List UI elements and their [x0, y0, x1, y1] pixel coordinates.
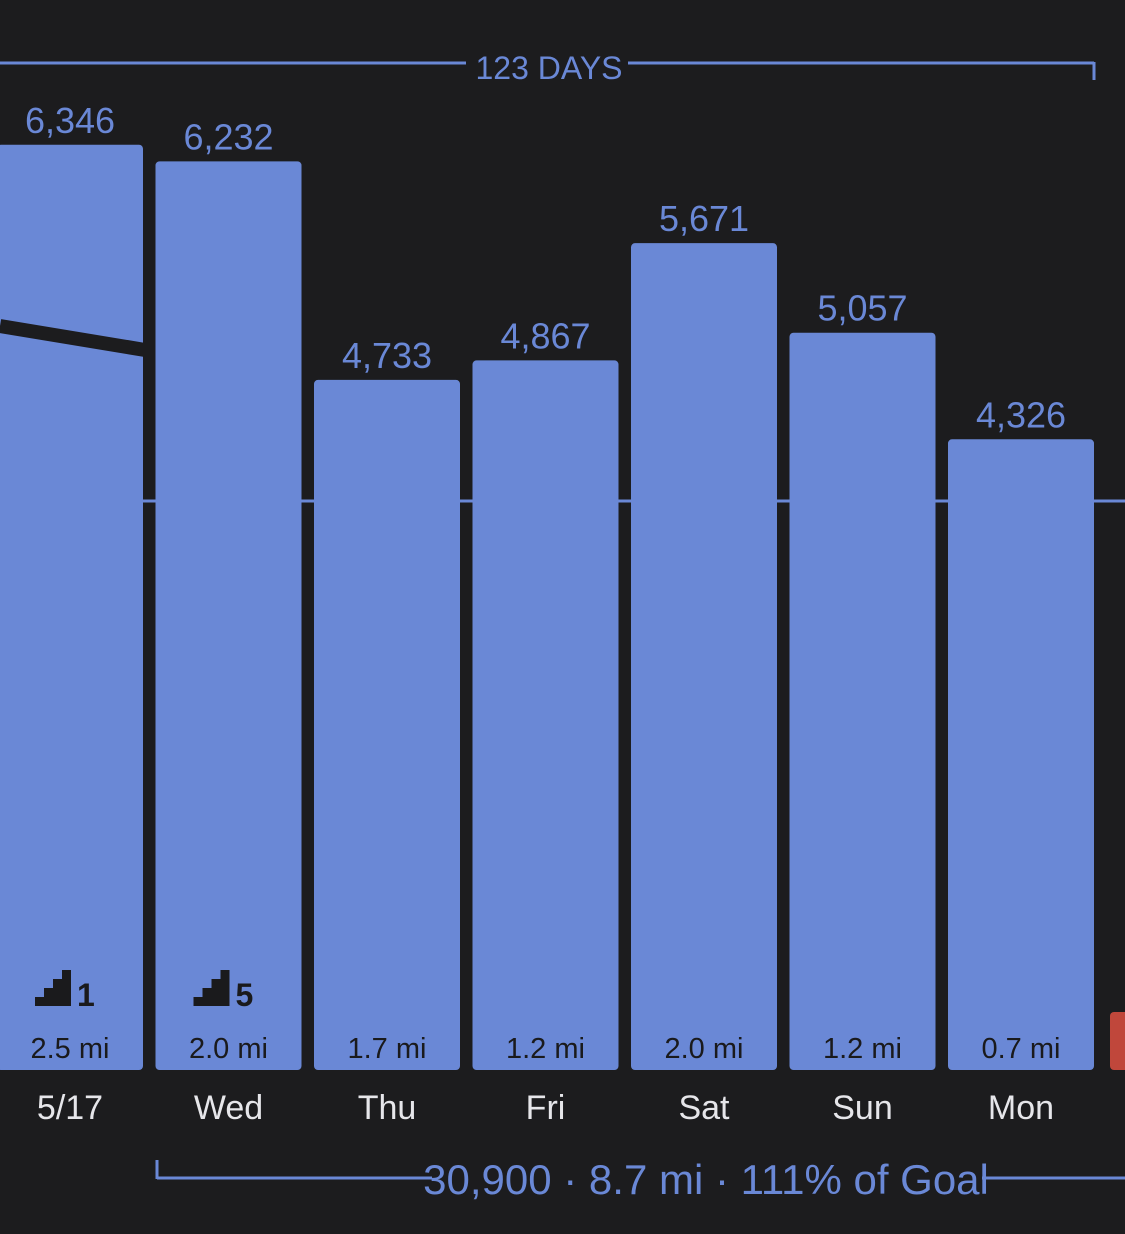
day-label: Sun: [832, 1089, 893, 1127]
day-label: Thu: [358, 1089, 417, 1127]
day-labels: 5/17 Wed Thu Fri Sat Sun Mon: [37, 1089, 1054, 1127]
bar-distance-label: 2.0 mi: [189, 1033, 268, 1065]
floors-count: 1: [77, 977, 95, 1013]
partial-next-bar: [1110, 1012, 1125, 1070]
top-bracket: 123 DAYS: [0, 50, 1096, 86]
trend-line: [0, 319, 147, 357]
bar-distance-label: 0.7 mi: [982, 1033, 1061, 1065]
bar-distance-label: 1.2 mi: [506, 1033, 585, 1065]
floors-count: 5: [236, 977, 254, 1013]
bottom-summary-label: 30,900 · 8.7 mi · 111% of Goal: [423, 1156, 989, 1203]
bottom-summary-bracket: 30,900 · 8.7 mi · 111% of Goal: [155, 1156, 1125, 1203]
bar-distance-label: 2.5 mi: [31, 1033, 110, 1065]
bar-group-wed[interactable]: 6,232 2.0 mi 5: [155, 116, 302, 1071]
bar-group-sat[interactable]: 5,671 2.0 mi: [631, 198, 777, 1070]
floors-indicator: 1: [35, 970, 95, 1013]
bar-value-label: 6,232: [183, 116, 273, 157]
day-label: Mon: [988, 1089, 1054, 1127]
bar[interactable]: [948, 439, 1094, 1071]
bar[interactable]: [155, 161, 302, 1071]
bar-value-label: 5,671: [659, 198, 749, 239]
bar[interactable]: [472, 360, 619, 1071]
bar-group-fri[interactable]: 4,867 1.2 mi: [472, 315, 619, 1071]
bar-group-sun[interactable]: 5,057 1.2 mi: [789, 288, 936, 1070]
bar-value-label: 4,867: [500, 315, 590, 356]
bar-value-label: 4,733: [342, 335, 432, 376]
bar-value-label: 6,346: [25, 100, 115, 141]
stairs-icon: [193, 970, 230, 1006]
bar-group-5-17[interactable]: 6,346 2.5 mi 1: [0, 100, 143, 1070]
bar-value-label: 5,057: [817, 288, 907, 329]
bars-layer: 6,346 2.5 mi 1 6,232 2.0 mi 5 4,733 1.7 mi 4,867…: [0, 100, 1094, 1071]
bar[interactable]: [789, 332, 936, 1070]
bar[interactable]: [631, 243, 777, 1070]
bar[interactable]: [0, 144, 143, 1070]
floors-indicator: 5: [193, 970, 254, 1013]
bar-distance-label: 2.0 mi: [665, 1033, 744, 1065]
day-label: Wed: [194, 1089, 263, 1127]
bar-value-label: 4,326: [976, 394, 1066, 435]
stairs-icon: [35, 970, 71, 1006]
top-bracket-label: 123 DAYS: [475, 50, 622, 86]
bar-distance-label: 1.2 mi: [823, 1033, 902, 1065]
bar[interactable]: [314, 379, 460, 1070]
day-label: Sat: [678, 1089, 730, 1127]
bar-group-thu[interactable]: 4,733 1.7 mi: [314, 335, 460, 1070]
day-label: 5/17: [37, 1089, 103, 1127]
bar-group-mon[interactable]: 4,326 0.7 mi: [948, 394, 1094, 1071]
day-label: Fri: [526, 1089, 566, 1127]
bar-distance-label: 1.7 mi: [348, 1033, 427, 1065]
